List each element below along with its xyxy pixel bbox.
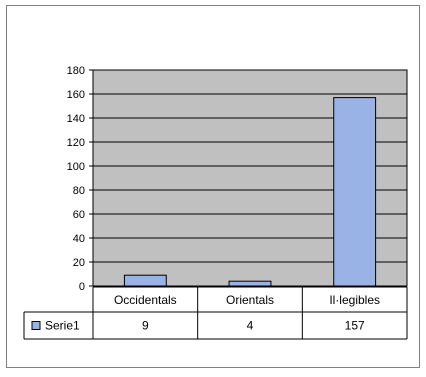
plot-border [92, 69, 408, 287]
legend-label: Serie1 [45, 319, 80, 333]
data-table: Occidentals Orientals Il·legibles Serie1 9 4 1… [23, 286, 408, 340]
x-category-label: Occidentals [114, 293, 177, 307]
x-category-label: Orientals [226, 293, 274, 307]
y-tick-label: 100 [67, 161, 85, 173]
y-tick-label: 180 [67, 65, 85, 77]
bars [123, 97, 377, 287]
chart-frame: 0 20 40 60 80 100 120 140 160 180 Occidentals Orie… [6, 5, 420, 368]
y-tick-label: 120 [67, 137, 85, 149]
legend-swatch [31, 321, 41, 330]
y-tick-label: 140 [67, 113, 85, 125]
x-category-label: Il·legibles [329, 293, 380, 307]
data-label: 157 [345, 319, 365, 333]
bar-chart: 0 20 40 60 80 100 120 140 160 180 Occidentals Orie… [23, 65, 408, 340]
y-tick-label: 160 [67, 89, 85, 101]
y-tick-label: 0 [79, 281, 85, 293]
y-tick-label: 20 [73, 257, 85, 269]
data-label: 4 [247, 319, 254, 333]
y-tick-label: 60 [73, 209, 85, 221]
y-axis-ticks: 0 20 40 60 80 100 120 140 160 180 [67, 65, 93, 293]
bar [228, 280, 272, 287]
y-tick-label: 80 [73, 185, 85, 197]
y-tick-label: 40 [73, 233, 85, 245]
data-label: 9 [142, 319, 149, 333]
bar [123, 274, 167, 287]
bar [333, 97, 377, 287]
